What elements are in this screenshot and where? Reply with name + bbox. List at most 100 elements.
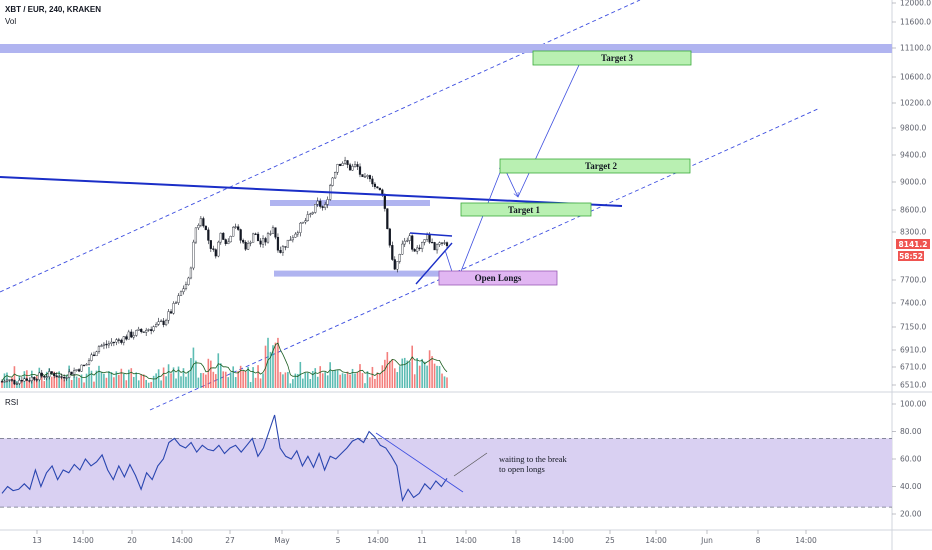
volume-bar — [403, 357, 406, 388]
candle — [117, 337, 120, 344]
time-tick-label: 25 — [605, 536, 615, 545]
volume-bar — [207, 358, 210, 388]
candle — [443, 239, 446, 245]
volume-bar — [306, 372, 309, 388]
volume-bar — [170, 373, 172, 388]
volume-bar — [366, 371, 369, 388]
last-price-text: 8141.2 — [899, 240, 928, 249]
candle — [291, 235, 294, 243]
volume-bar — [123, 373, 125, 388]
volume-bar — [267, 337, 269, 388]
candle — [187, 276, 190, 286]
volume-bar — [229, 372, 232, 388]
triangle-top-line[interactable] — [409, 232, 453, 237]
volume-bar — [376, 372, 379, 388]
path-arrow-up-2 — [517, 52, 585, 198]
rsi-tick-label: 100.00 — [900, 400, 926, 409]
candle — [373, 181, 377, 190]
volume-bar — [150, 381, 152, 388]
time-tick-label: 18 — [511, 536, 521, 545]
candle — [209, 240, 212, 252]
volume-bar — [398, 366, 401, 388]
time-tick-label: 14:00 — [455, 536, 477, 545]
candle — [413, 248, 416, 252]
price-tick-label: 9800.0 — [900, 124, 926, 133]
time-axis[interactable]: 13 14:00 20 14:00 27 May 5 14:00 11 14:00 18 14:00 2… — [32, 530, 817, 545]
candle — [135, 329, 138, 337]
volume-bar — [33, 379, 36, 388]
price-tick-label: 6510.0 — [900, 381, 926, 390]
countdown-text: 58:52 — [899, 252, 923, 261]
channel-upper-line[interactable] — [0, 0, 641, 293]
volume-bar — [249, 382, 252, 388]
candle — [202, 216, 205, 228]
candle — [75, 369, 78, 372]
price-tick-label: 8600.0 — [900, 206, 926, 215]
candle — [199, 216, 202, 228]
target-1-label: Target 1 — [508, 205, 540, 215]
candle — [217, 240, 220, 258]
target-2-box[interactable] — [499, 158, 691, 174]
volume-bar — [282, 374, 284, 388]
price-tick-label: 6910.0 — [900, 346, 926, 355]
candle — [38, 371, 41, 382]
volume-bar — [292, 379, 294, 388]
volume-bar — [63, 379, 65, 388]
volume-bar — [197, 377, 200, 388]
candle — [346, 159, 349, 169]
volume-bar — [157, 369, 160, 388]
descending-trend-line[interactable] — [0, 176, 623, 207]
rsi-trend-line[interactable] — [375, 432, 464, 493]
time-tick-label: 14:00 — [552, 536, 574, 545]
triangle-bottom-line[interactable] — [415, 242, 453, 285]
candle — [5, 378, 9, 383]
resistance-zone[interactable] — [0, 44, 892, 53]
volume-bar — [100, 371, 103, 388]
target-3-box[interactable] — [532, 50, 692, 66]
candle — [423, 239, 426, 246]
chart-title: XBT / EUR, 240, KRAKEN — [5, 5, 102, 14]
target-1-box[interactable] — [460, 202, 592, 217]
volume-bar — [224, 371, 227, 388]
candle — [107, 340, 110, 349]
candle — [261, 235, 265, 248]
volume-bar — [389, 360, 391, 388]
candle — [194, 227, 198, 245]
volume-bar — [349, 374, 351, 388]
countdown-badge — [898, 251, 924, 261]
candle — [125, 334, 128, 341]
time-tick-label: 20 — [127, 536, 137, 545]
open-longs-box[interactable] — [438, 270, 558, 286]
volume-bar — [371, 366, 374, 388]
volume-bar — [381, 365, 384, 388]
lower-support-zone[interactable] — [274, 270, 444, 277]
volume-bar — [284, 372, 287, 388]
volume-bar — [244, 371, 247, 388]
price-tick-label: 8300.0 — [900, 228, 926, 237]
candle — [393, 256, 396, 271]
candle — [406, 237, 409, 243]
candle — [164, 318, 168, 327]
candle — [326, 196, 329, 209]
volume-bar — [210, 360, 212, 388]
volume-bar — [309, 378, 312, 388]
candle — [304, 217, 307, 225]
volume-bar — [401, 358, 404, 388]
rsi-band — [0, 438, 892, 508]
channel-lower-line[interactable] — [149, 107, 821, 411]
volume-bar — [110, 372, 113, 388]
rsi-axis[interactable]: 100.00 80.00 60.00 40.00 20.00 — [892, 400, 926, 519]
candle — [264, 236, 267, 246]
time-tick-label: 14:00 — [72, 536, 94, 545]
volume-bar — [175, 378, 177, 388]
volume-bar — [428, 350, 431, 388]
rsi-tick-label: 80.00 — [900, 427, 922, 436]
price-tick-label: 10200.0 — [900, 99, 931, 108]
volume-bar — [302, 378, 304, 388]
candle — [20, 376, 23, 383]
candle — [254, 232, 257, 235]
volume-bar — [127, 369, 130, 388]
upper-support-zone[interactable] — [270, 200, 430, 206]
price-axis[interactable]: 12000.0 11600.0 11100.0 10600.0 10200.0 9800.… — [892, 0, 931, 390]
